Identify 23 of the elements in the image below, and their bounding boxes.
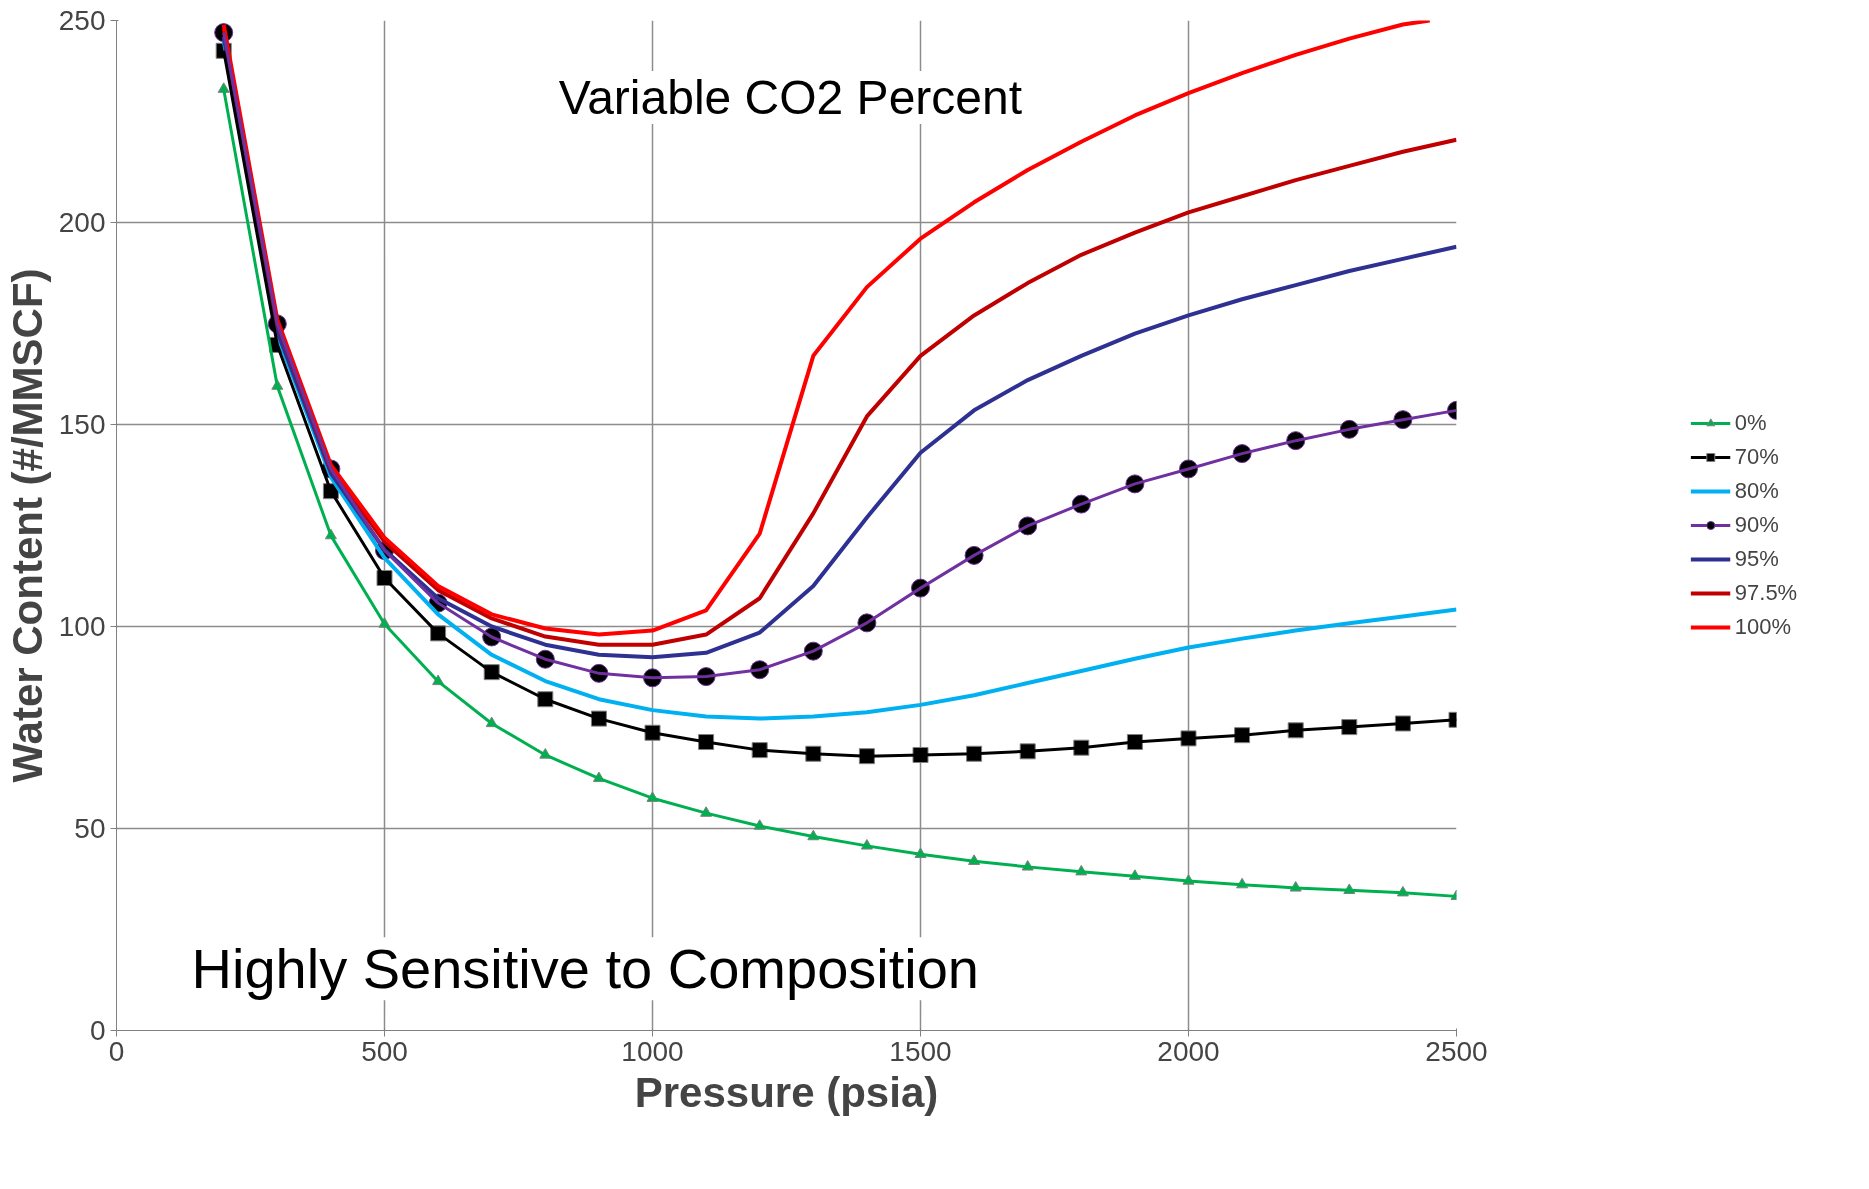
annotation: Variable CO2 Percent xyxy=(558,71,1023,124)
y-tick-label: 0 xyxy=(89,1015,106,1046)
legend-label: 0% xyxy=(1734,410,1767,436)
legend-label: 70% xyxy=(1734,444,1779,470)
legend-label: 90% xyxy=(1734,512,1779,538)
legend-label: 100% xyxy=(1734,614,1792,640)
y-tick-label: 150 xyxy=(58,409,106,440)
y-tick-label: 250 xyxy=(58,5,106,36)
legend-label: 95% xyxy=(1734,546,1779,572)
y-tick-label: 100 xyxy=(58,611,106,642)
x-tick-label: 500 xyxy=(361,1035,408,1067)
y-axis-title: Water Content (#/MMSCF) xyxy=(3,268,51,783)
x-tick-label: 1500 xyxy=(889,1035,952,1067)
point xyxy=(1180,730,1197,747)
x-axis-title: Pressure (psia) xyxy=(634,1068,939,1116)
legend-label: 80% xyxy=(1734,478,1779,504)
x-tick-label: 2500 xyxy=(1425,1035,1488,1067)
x-tick-label: 2000 xyxy=(1157,1035,1220,1067)
y-tick-label: 50 xyxy=(74,813,106,844)
y-tick-label: 200 xyxy=(58,207,106,238)
legend-label: 97.5% xyxy=(1734,580,1798,606)
annotation: Highly Sensitive to Composition xyxy=(191,937,980,1001)
x-tick-label: 1000 xyxy=(621,1035,684,1067)
